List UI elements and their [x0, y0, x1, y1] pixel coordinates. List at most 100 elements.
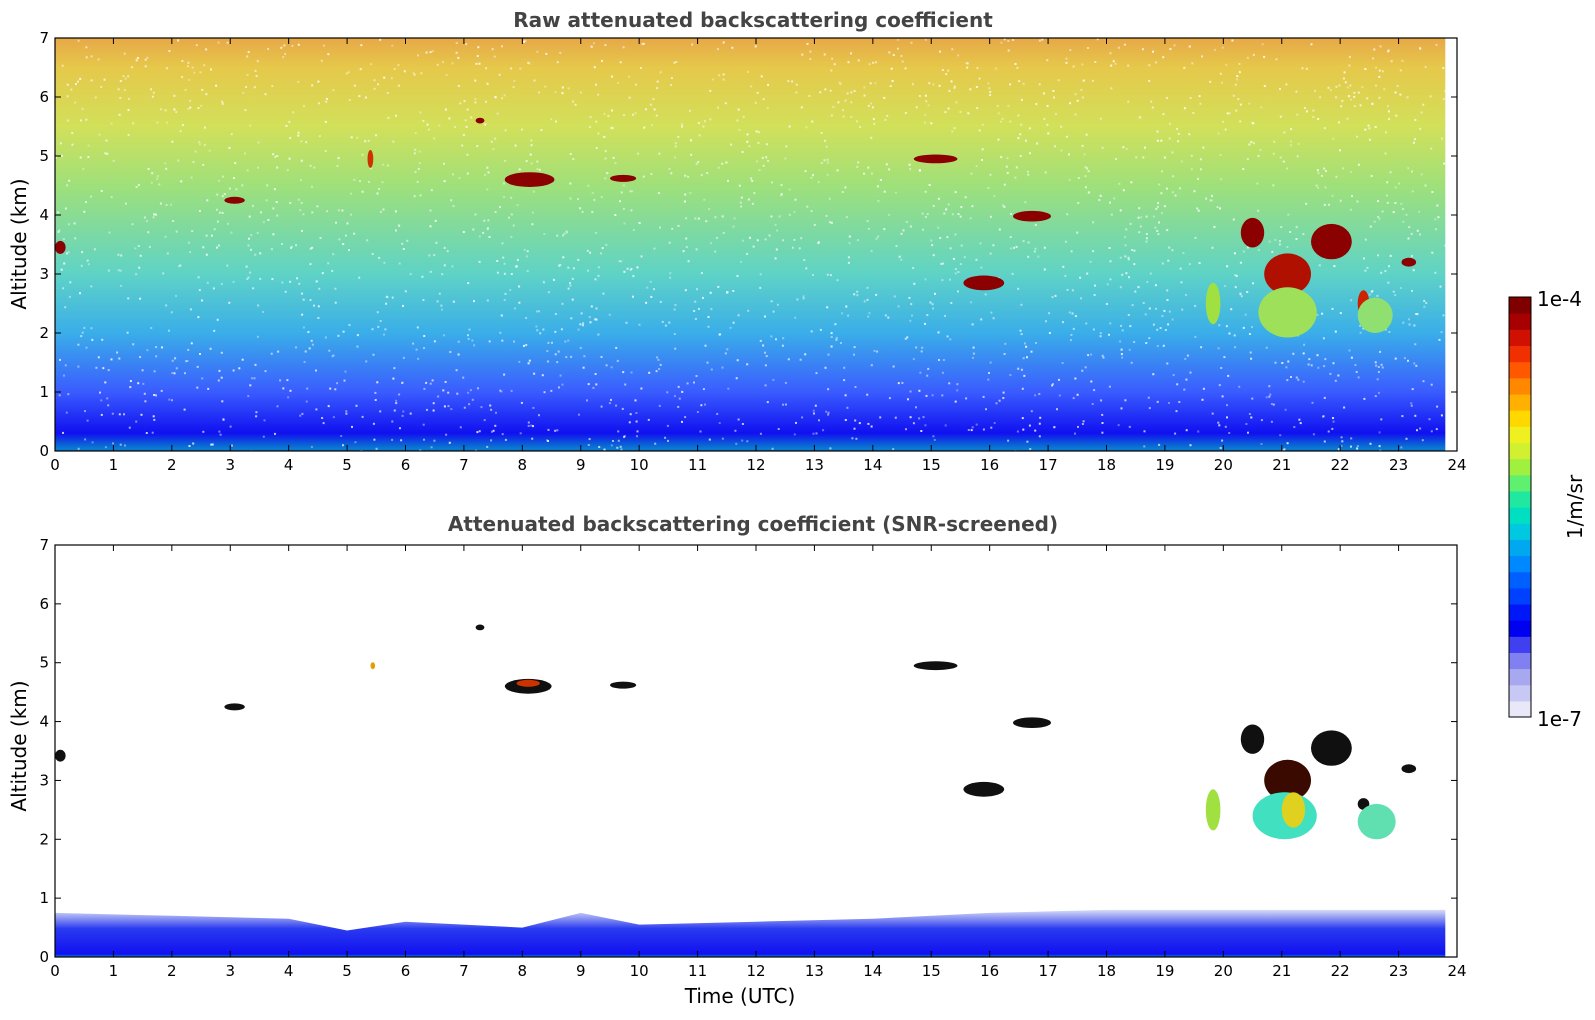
colorbar-swatch [1509, 474, 1531, 492]
raw-x-tick-label: 5 [342, 456, 352, 474]
snr-chart-title: Attenuated backscattering coefficient (S… [448, 512, 1058, 536]
raw-x-tick-label: 4 [284, 456, 294, 474]
raw-cloud-15 [1258, 287, 1317, 338]
colorbar-swatch [1509, 523, 1531, 540]
snr-cloud-18 [1357, 803, 1396, 840]
snr-cloud-5 [516, 679, 540, 687]
colorbar-frame [1508, 296, 1532, 718]
colorbar-gradient [1509, 297, 1531, 718]
snr-x-tick-label: 10 [630, 962, 649, 980]
raw-cloud-2 [367, 150, 374, 168]
colorbar-swatch [1509, 410, 1531, 427]
snr-y-tick-label: 1 [39, 889, 49, 907]
snr-x-tick-label: 6 [401, 962, 411, 980]
colorbar-swatch [1509, 507, 1531, 524]
snr-y-tick-label: 0 [39, 948, 49, 966]
raw-x-tick-label: 17 [1039, 456, 1058, 474]
snr-cloud-0 [55, 749, 66, 762]
colorbar-swatch [1509, 587, 1531, 605]
raw-cloud-4 [504, 172, 555, 188]
snr-cloud-11 [1264, 759, 1311, 802]
raw-x-tick-label: 21 [1272, 456, 1291, 474]
raw-cloud-14 [1205, 282, 1221, 325]
raw-x-tick-label: 14 [863, 456, 882, 474]
snr-cloud-10 [1240, 724, 1265, 754]
snr-y-tick-label: 6 [39, 595, 49, 613]
raw-x-tick-label: 10 [630, 456, 649, 474]
snr-screened-panel: Attenuated backscattering coefficient (S… [7, 512, 1467, 1008]
snr-y-tick-label: 5 [39, 654, 49, 672]
colorbar-max-label: 1e-4 [1537, 287, 1582, 311]
colorbar-swatch [1509, 313, 1531, 330]
raw-x-tick-label: 6 [401, 456, 411, 474]
snr-cloud-8 [963, 781, 1005, 797]
raw-x-tick-label: 15 [922, 456, 941, 474]
raw-cloud-16 [1357, 297, 1393, 333]
raw-cloud-3 [475, 117, 485, 124]
colorbar-swatch [1509, 668, 1531, 686]
snr-cloud-12 [1311, 730, 1352, 766]
raw-cloud-13 [1401, 257, 1417, 267]
raw-x-tick-label: 9 [576, 456, 586, 474]
raw-y-tick-label: 3 [39, 265, 49, 283]
raw-cloud-0 [55, 240, 66, 254]
colorbar-swatch [1509, 603, 1531, 621]
raw-x-tick-label: 3 [225, 456, 235, 474]
colorbar-swatch [1509, 426, 1531, 443]
raw-x-tick-label: 13 [805, 456, 824, 474]
snr-x-tick-label: 3 [225, 962, 235, 980]
snr-x-tick-label: 14 [863, 962, 882, 980]
raw-x-tick-label: 2 [167, 456, 177, 474]
raw-x-tick-label: 12 [746, 456, 765, 474]
raw-cloud-11 [1311, 223, 1352, 260]
raw-y-tick-label: 0 [39, 442, 49, 460]
raw-x-tick-label: 11 [688, 456, 707, 474]
snr-y-tick-label: 3 [39, 771, 49, 789]
raw-x-tick-label: 1 [109, 456, 119, 474]
snr-x-tick-label: 7 [459, 962, 469, 980]
raw-x-tick-label: 24 [1447, 456, 1466, 474]
snr-cloud-1 [224, 703, 245, 711]
raw-cloud-6 [913, 154, 958, 164]
snr-cloud-2 [370, 662, 376, 670]
raw-backscatter-field [55, 38, 1446, 451]
raw-cloud-8 [1013, 210, 1051, 222]
snr-cloud-17 [1281, 792, 1306, 828]
raw-x-tick-label: 0 [50, 456, 60, 474]
snr-cloud-6 [610, 681, 637, 689]
snr-x-tick-label: 23 [1389, 962, 1408, 980]
raw-x-tick-label: 8 [518, 456, 528, 474]
raw-cloud-7 [963, 275, 1005, 291]
colorbar-swatch [1509, 684, 1531, 702]
raw-x-tick-label: 20 [1214, 456, 1233, 474]
colorbar: 1e-4 1e-7 1/m/sr [1508, 287, 1587, 731]
snr-cloud-7 [913, 661, 958, 671]
raw-x-tick-label: 16 [980, 456, 999, 474]
snr-x-tick-label: 5 [342, 962, 352, 980]
colorbar-swatch [1509, 700, 1531, 718]
snr-plot-area: 0 1 2 3 4 5 6 7 8 9 10 11 12 13 14 15 16 17 18 19 20 21 22 23 24… [39, 536, 1466, 980]
snr-x-tick-label: 24 [1447, 962, 1466, 980]
raw-y-tick-label: 7 [39, 29, 49, 47]
boundary-layer [55, 909, 1446, 957]
colorbar-swatch [1509, 377, 1531, 395]
colorbar-swatch [1509, 571, 1531, 589]
raw-cloud-9 [1240, 217, 1265, 248]
raw-cloud-10 [1264, 253, 1311, 295]
snr-x-tick-label: 19 [1155, 962, 1174, 980]
colorbar-swatch [1509, 345, 1531, 363]
snr-cloud-9 [1013, 717, 1051, 728]
colorbar-swatch [1509, 329, 1531, 347]
colorbar-min-label: 1e-7 [1537, 707, 1582, 731]
snr-x-tick-label: 15 [922, 962, 941, 980]
snr-x-tick-label: 1 [109, 962, 119, 980]
colorbar-swatch [1509, 297, 1531, 314]
snr-x-tick-label: 13 [805, 962, 824, 980]
raw-x-tick-label: 7 [459, 456, 469, 474]
snr-y-tick-label: 7 [39, 536, 49, 554]
raw-y-tick-label: 6 [39, 88, 49, 106]
raw-y-axis-title: Altitude (km) [7, 178, 31, 309]
colorbar-swatch [1509, 539, 1531, 557]
raw-x-tick-label: 18 [1097, 456, 1116, 474]
